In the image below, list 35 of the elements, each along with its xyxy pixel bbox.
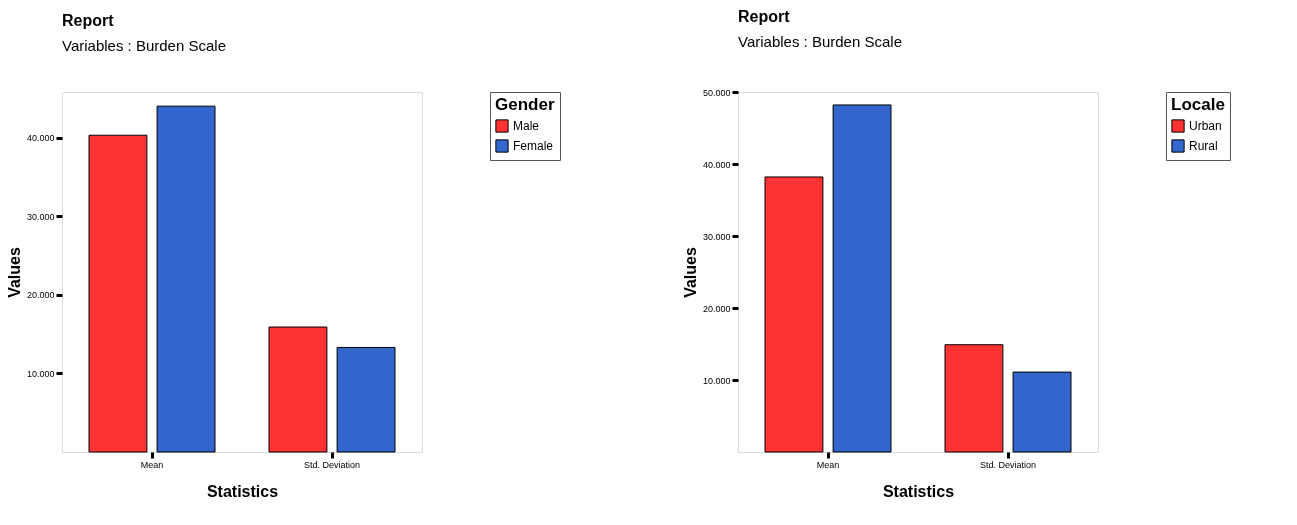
chart-subtitle: Variables : Burden Scale xyxy=(738,33,902,50)
y-tick-label: 30.000 xyxy=(26,211,55,222)
bar xyxy=(268,326,328,453)
y-axis-title: Values xyxy=(681,247,699,298)
y-tick-label: 40.000 xyxy=(702,159,731,170)
bar xyxy=(156,105,216,453)
bar xyxy=(1012,371,1072,453)
y-tick-label: 10.000 xyxy=(702,375,731,386)
x-axis-title: Statistics xyxy=(882,482,955,500)
x-tick-label: Mean xyxy=(140,459,164,470)
x-tick-label: Std. Deviation xyxy=(303,459,361,470)
y-tick-label: 20.000 xyxy=(702,303,731,314)
legend-title: Gender xyxy=(495,95,555,114)
bar xyxy=(88,134,148,453)
bar xyxy=(764,176,824,453)
legend-title: Locale xyxy=(1171,95,1225,114)
legend-label: Urban xyxy=(1189,119,1222,133)
y-tick-label: 50.000 xyxy=(702,87,731,98)
bar xyxy=(944,344,1004,453)
legend-label: Female xyxy=(513,139,554,153)
legend-label: Rural xyxy=(1189,139,1218,153)
x-tick-label: Mean xyxy=(816,459,840,470)
y-axis-title: Values xyxy=(5,247,23,298)
x-tick-label: Std. Deviation xyxy=(979,459,1037,470)
bar xyxy=(832,104,892,453)
y-tick-label: 10.000 xyxy=(26,368,55,379)
chart-title: Report xyxy=(738,8,791,25)
chart-subtitle: Variables : Burden Scale xyxy=(62,36,226,54)
y-tick-label: 30.000 xyxy=(702,231,731,242)
y-tick-label: 40.000 xyxy=(26,133,55,144)
x-axis-title: Statistics xyxy=(206,482,279,500)
bar xyxy=(336,346,396,453)
y-tick-label: 20.000 xyxy=(26,290,55,301)
legend-label: Male xyxy=(513,119,540,133)
chart-title: Report xyxy=(62,11,115,29)
